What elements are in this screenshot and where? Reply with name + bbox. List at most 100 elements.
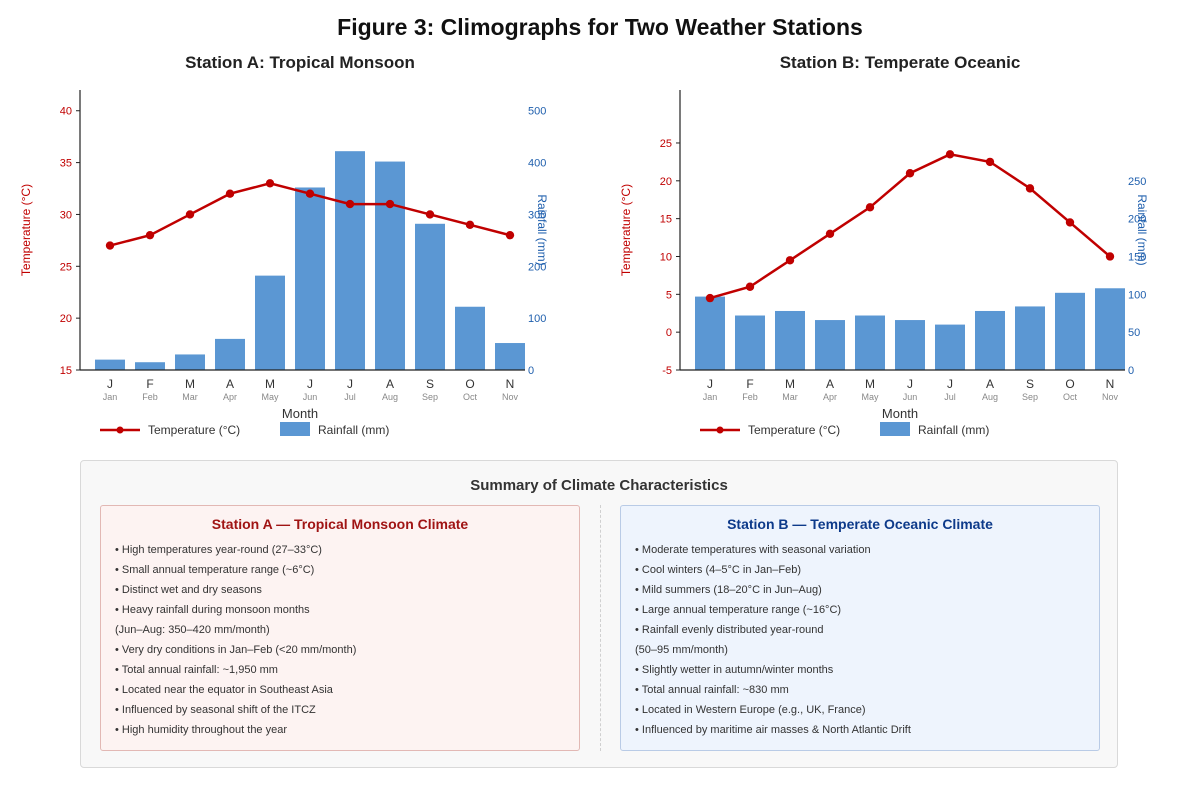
station-b-summary-title: Station B — Temperate Oceanic Climate [727, 516, 993, 532]
station-b-month-label: N [1106, 377, 1115, 391]
station-a-month-sublabel: Jan [103, 392, 118, 402]
station-a-temperature-point [105, 241, 115, 250]
station-a-rainfall-bar [455, 306, 485, 370]
station-b-temperature-point [1105, 252, 1115, 261]
station-b-rainfall-bar [775, 310, 805, 370]
station-b-temp-tick-label: 15 [660, 214, 672, 226]
station-b-characteristic-item: • Large annual temperature range (~16°C) [635, 604, 842, 616]
station-b-month-label: M [865, 377, 875, 391]
station-a-rainfall-bar [335, 151, 365, 370]
station-a-characteristic-item: • Located near the equator in Southeast … [115, 684, 333, 696]
station-a-characteristic-item: (Jun–Aug: 350–420 mm/month) [115, 624, 270, 636]
station-a-characteristic-item: • Influenced by seasonal shift of the IT… [115, 704, 316, 716]
station-b-temperature-point [785, 256, 795, 265]
station-a-rainfall-bar [255, 275, 285, 370]
station-b-month-sublabel: Mar [782, 392, 798, 402]
station-b-rain-tick-label: 200 [1128, 214, 1146, 226]
station-a-summary-card: Station A — Tropical Monsoon Climate • H… [100, 505, 580, 751]
station-b-month-sublabel: Apr [823, 392, 837, 402]
station-a-rain-tick-label: 300 [528, 209, 546, 221]
station-b-rain-tick-label: 250 [1128, 176, 1146, 188]
station-b-month-sublabel: Nov [1102, 392, 1119, 402]
station-a-month-label: O [465, 377, 474, 391]
station-b-month-sublabel: Jun [903, 392, 918, 402]
station-b-temperature-point [1025, 184, 1035, 193]
station-a-month-label: M [185, 377, 195, 391]
station-b-rain-tick-label: 100 [1128, 289, 1146, 301]
station-b-y-axis-left-label: Temperature (°C) [619, 184, 633, 276]
station-b-summary-card: Station B — Temperate Oceanic Climate • … [620, 505, 1100, 751]
station-b-characteristic-item: • Slightly wetter in autumn/winter month… [635, 664, 834, 676]
station-b-temperature-point [865, 203, 875, 212]
station-a-characteristic-item: • Total annual rainfall: ~1,950 mm [115, 664, 278, 676]
station-a-temp-tick-label: 20 [60, 313, 72, 325]
station-b-characteristic-item: • Total annual rainfall: ~830 mm [635, 684, 789, 696]
station-b-month-sublabel: May [861, 392, 879, 402]
station-a-temp-tick-label: 35 [60, 158, 72, 170]
station-a-characteristics-list: • High temperatures year-round (27–33°C)… [115, 540, 565, 740]
station-a-month-sublabel: Apr [223, 392, 237, 402]
station-b-rainfall-bar [855, 315, 885, 370]
station-a-legend-rainfall-swatch [280, 422, 310, 436]
station-b-month-sublabel: Sep [1022, 392, 1038, 402]
station-a-legend-temperature-marker [116, 426, 124, 434]
station-b-month-label: J [947, 377, 953, 391]
station-a-rainfall-bar [95, 359, 125, 370]
station-a-y-axis-right-label: Rainfall (mm) [535, 194, 549, 265]
station-a-characteristic-item: • Small annual temperature range (~6°C) [115, 564, 315, 576]
station-b-rain-tick-label: 50 [1128, 327, 1140, 339]
station-b-characteristic-item: • Located in Western Europe (e.g., UK, F… [635, 704, 866, 716]
climograph-station-a: Station A: Tropical Monsoon1520253035400… [19, 53, 549, 437]
station-b-temperature-point [705, 293, 715, 303]
station-b-month-label: F [746, 377, 753, 391]
station-b-characteristic-item: • Moderate temperatures with seasonal va… [635, 544, 871, 556]
station-a-month-label: F [146, 377, 153, 391]
station-b-characteristic-item: • Cool winters (4–5°C in Jan–Feb) [635, 564, 801, 576]
station-a-temperature-point [345, 199, 355, 209]
station-b-month-label: A [986, 377, 994, 391]
station-a-rainfall-bar [135, 362, 165, 370]
station-a-temperature-point [425, 210, 435, 219]
station-b-temperature-point [1065, 218, 1075, 227]
station-a-temperature-point [145, 230, 155, 240]
station-a-y-axis-left-label: Temperature (°C) [19, 184, 33, 276]
station-b-month-sublabel: Oct [1063, 392, 1078, 402]
station-a-temp-tick-label: 40 [60, 106, 72, 118]
station-b-rainfall-bar [1095, 288, 1125, 370]
station-b-temperature-point [945, 150, 955, 159]
station-a-characteristic-item: • High temperatures year-round (27–33°C) [115, 544, 322, 556]
station-a-rainfall-bar [375, 161, 405, 370]
station-a-month-sublabel: Oct [463, 392, 478, 402]
station-a-month-label: J [347, 377, 353, 391]
station-b-characteristic-item: (50–95 mm/month) [635, 644, 728, 656]
station-b-rainfall-bar [975, 310, 1005, 370]
station-b-characteristic-item: • Mild summers (18–20°C in Jun–Aug) [635, 584, 822, 596]
station-b-x-axis-label: Month [882, 406, 918, 421]
station-a-characteristic-item: • Heavy rainfall during monsoon months [115, 604, 310, 616]
station-b-legend-temperature-marker [716, 426, 724, 434]
station-a-rainfall-bar [175, 354, 205, 370]
station-b-temp-tick-label: 20 [660, 176, 672, 188]
station-b-temp-tick-label: 10 [660, 251, 672, 263]
station-b-rainfall-bar [815, 320, 845, 370]
station-a-rainfall-bar [295, 187, 325, 370]
station-a-temperature-point [465, 220, 475, 230]
station-a-month-sublabel: Mar [182, 392, 198, 402]
station-b-rainfall-bar [735, 315, 765, 370]
station-a-temperature-point [505, 230, 515, 240]
station-a-month-label: J [307, 377, 313, 391]
station-b-rainfall-bar [1015, 306, 1045, 370]
station-b-temperature-point [825, 229, 835, 238]
station-a-month-label: A [226, 377, 234, 391]
station-a-month-label: S [426, 377, 434, 391]
station-b-characteristic-item: • Influenced by maritime air masses & No… [635, 724, 911, 736]
station-b-month-label: O [1065, 377, 1074, 391]
station-a-summary-title: Station A — Tropical Monsoon Climate [211, 516, 469, 532]
station-b-month-label: J [907, 377, 913, 391]
station-a-characteristic-item: • Very dry conditions in Jan–Feb (<20 mm… [115, 644, 357, 656]
station-a-temp-tick-label: 25 [60, 261, 72, 273]
station-a-month-sublabel: Nov [502, 392, 519, 402]
station-a-month-label: J [107, 377, 113, 391]
station-b-legend-rainfall-label: Rainfall (mm) [918, 423, 989, 437]
station-b-rain-tick-label: 0 [1128, 365, 1134, 377]
